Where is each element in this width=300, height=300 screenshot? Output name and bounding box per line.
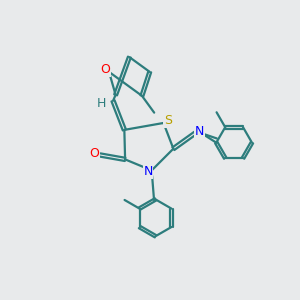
Text: N: N [143,165,153,178]
Text: N: N [195,124,204,138]
Text: O: O [89,147,99,160]
Text: H: H [97,97,106,110]
Text: S: S [164,114,172,127]
Text: O: O [100,63,110,76]
